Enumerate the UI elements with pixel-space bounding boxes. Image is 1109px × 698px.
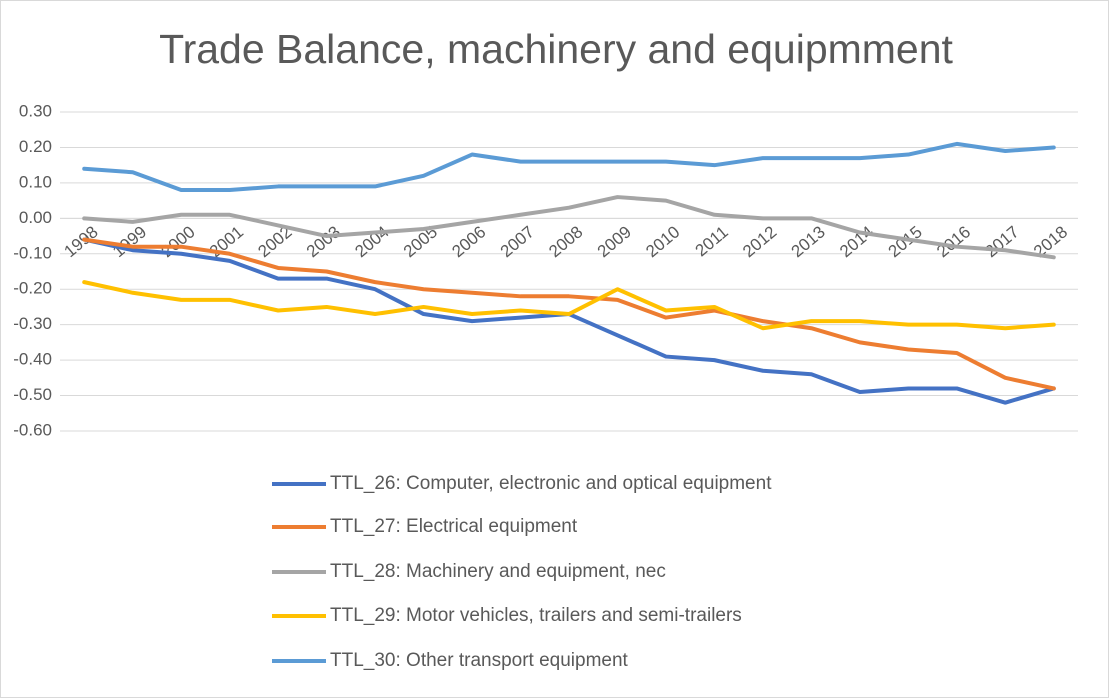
chart-title: Trade Balance, machinery and equipmment xyxy=(159,26,953,72)
y-tick-label: -0.50 xyxy=(13,385,52,404)
y-tick-label: -0.40 xyxy=(13,350,52,369)
y-tick-label: 0.00 xyxy=(19,208,52,227)
y-tick-label: 0.20 xyxy=(19,137,52,156)
y-tick-label: -0.10 xyxy=(13,243,52,262)
legend-label: TTL_30: Other transport equipment xyxy=(330,650,629,671)
y-tick-label: 0.10 xyxy=(19,172,52,191)
legend-label: TTL_29: Motor vehicles, trailers and sem… xyxy=(330,605,742,626)
y-tick-label: -0.30 xyxy=(13,314,52,333)
series-line xyxy=(82,195,1056,260)
legend-label: TTL_26: Computer, electronic and optical… xyxy=(330,473,772,494)
y-tick-label: -0.20 xyxy=(13,279,52,298)
series-line xyxy=(82,237,1056,391)
series-line xyxy=(82,280,1056,331)
y-tick-label: -0.60 xyxy=(13,420,52,439)
legend-label: TTL_27: Electrical equipment xyxy=(330,516,578,537)
legend-label: TTL_28: Machinery and equipment, nec xyxy=(330,561,666,582)
y-tick-label: 0.30 xyxy=(19,101,52,120)
series-line xyxy=(82,141,1056,192)
